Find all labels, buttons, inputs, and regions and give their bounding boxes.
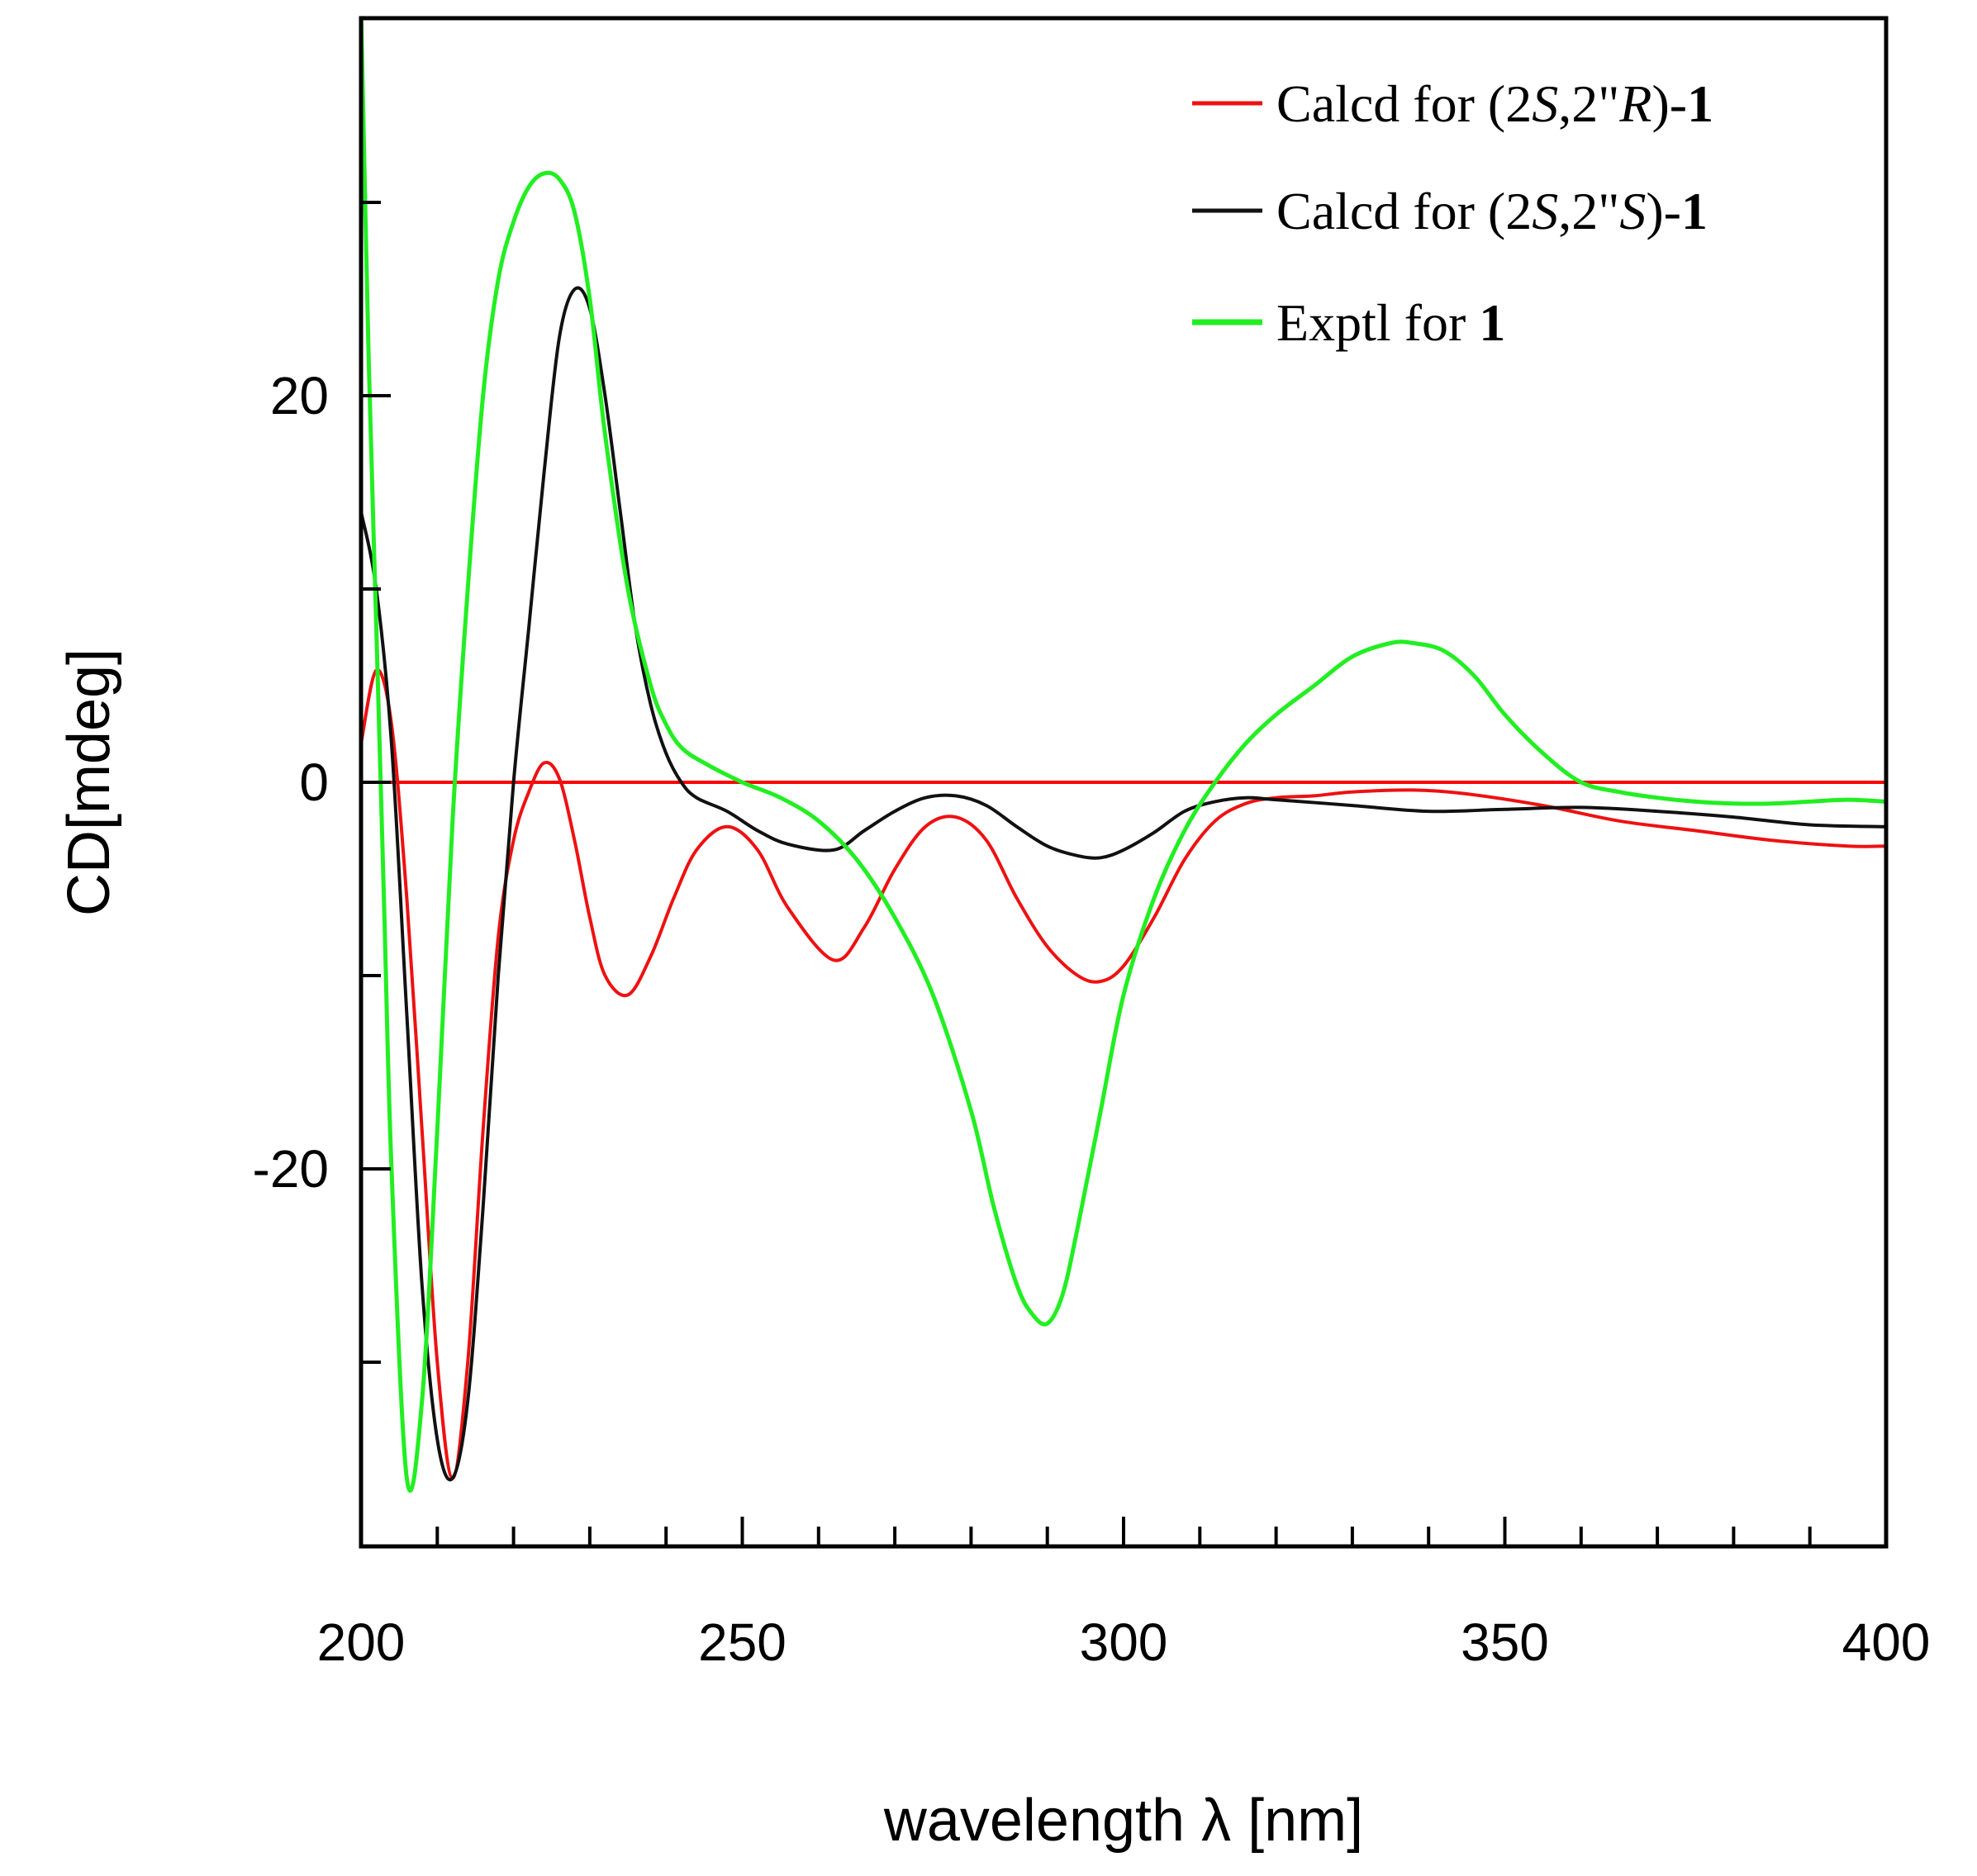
y-tick-label: 20 (270, 366, 329, 425)
y-axis-title: CD[mdeg] (56, 648, 122, 916)
series-line-3 (361, 18, 1886, 1494)
series-line-1 (361, 668, 1886, 1480)
x-tick-label: 350 (1461, 1612, 1549, 1672)
x-tick-label: 200 (317, 1612, 406, 1672)
y-tick-label: 0 (299, 753, 329, 812)
legend-label-1: Calcd for (2S,2"R)-1 (1276, 74, 1713, 133)
x-axis-title: wavelength λ [nm] (883, 1788, 1363, 1854)
x-tick-label: 250 (698, 1612, 787, 1672)
legend-label-3: Exptl for 1 (1276, 293, 1505, 352)
y-tick-label: -20 (253, 1139, 330, 1199)
legend-label-2: Calcd for (2S,2"S)-1 (1276, 182, 1708, 240)
series-line-2 (361, 286, 1886, 1482)
x-tick-label: 400 (1842, 1612, 1931, 1672)
x-tick-label: 300 (1080, 1612, 1168, 1672)
legend: Calcd for (2S,2"R)-1 Calcd for (2S,2"S)-1… (1192, 74, 1713, 352)
